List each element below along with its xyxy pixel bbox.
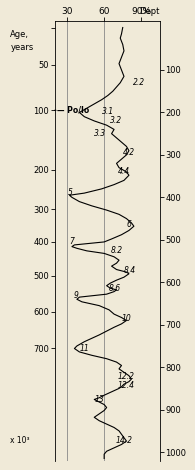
Text: 7: 7 bbox=[69, 236, 74, 246]
Text: 13: 13 bbox=[94, 395, 104, 404]
Text: x 10³: x 10³ bbox=[10, 436, 30, 445]
Text: 8.4: 8.4 bbox=[124, 266, 136, 275]
Text: — Po/Io: — Po/Io bbox=[57, 106, 89, 115]
Text: 3.3: 3.3 bbox=[94, 129, 106, 138]
Text: 9: 9 bbox=[73, 291, 78, 300]
Text: 3.1: 3.1 bbox=[102, 107, 114, 116]
Text: 14.2: 14.2 bbox=[115, 436, 132, 445]
Text: 12.4: 12.4 bbox=[118, 381, 135, 390]
Text: years: years bbox=[10, 43, 34, 52]
Text: 6: 6 bbox=[127, 220, 131, 229]
Text: 12.2: 12.2 bbox=[118, 372, 135, 381]
Text: 10: 10 bbox=[121, 314, 131, 323]
Text: 2.2: 2.2 bbox=[133, 78, 145, 87]
Text: Dept: Dept bbox=[140, 7, 160, 16]
Text: 11: 11 bbox=[79, 344, 89, 352]
Text: 4.4: 4.4 bbox=[118, 167, 130, 176]
Text: 3.2: 3.2 bbox=[111, 116, 123, 125]
Text: 8.2: 8.2 bbox=[111, 246, 123, 255]
Text: 5: 5 bbox=[68, 188, 73, 197]
Text: 8.6: 8.6 bbox=[109, 284, 121, 293]
Text: 4.2: 4.2 bbox=[123, 148, 135, 157]
Text: Age,: Age, bbox=[10, 30, 29, 39]
